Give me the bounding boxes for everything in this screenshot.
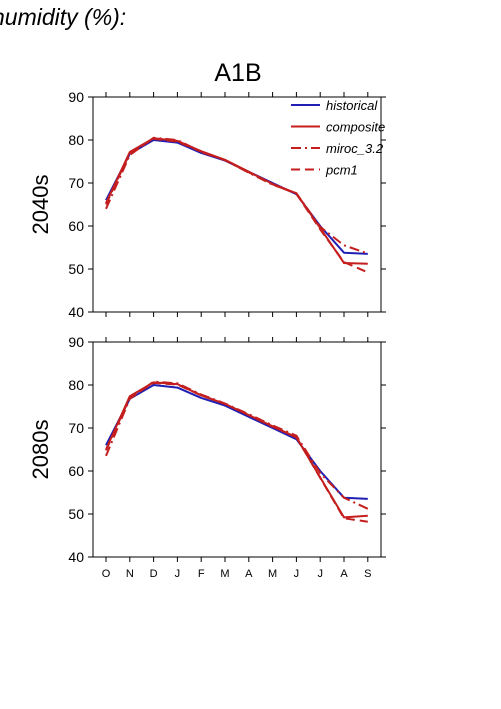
y-tick-label: 60: [68, 218, 84, 234]
y-tick-label: 50: [68, 261, 84, 277]
y-tick-label: 80: [68, 132, 84, 148]
figure-title: humidity (%):: [0, 4, 127, 30]
y-tick-label: 60: [68, 463, 84, 479]
x-tick-label: O: [102, 568, 111, 580]
x-tick-label: D: [150, 568, 158, 580]
series-line-composite: [105, 137, 368, 265]
series-line-pcm1: [105, 137, 369, 274]
series-line-composite: [105, 381, 368, 519]
legend: historical composite miroc_3.2 pcm1: [291, 98, 385, 178]
plot-frame: [92, 96, 382, 313]
x-tick-label: M: [220, 568, 229, 580]
series-line-historical: [105, 384, 368, 500]
series-line-historical: [105, 139, 368, 255]
legend-label: miroc_3.2: [326, 141, 384, 156]
plot-frame: [92, 341, 382, 558]
chart-panels: 40 50 60 70 80 90 2040s historical composite miro…: [28, 89, 386, 580]
series-line-miroc-3-2: [105, 136, 369, 255]
scenario-title: A1B: [214, 59, 261, 87]
x-tick-label: M: [268, 568, 277, 580]
panel-label: 2080s: [28, 420, 53, 480]
y-tick-label: 70: [68, 175, 84, 191]
legend-label: composite: [326, 120, 385, 135]
panel-2040s: 40 50 60 70 80 90 2040s historical composite miro…: [28, 89, 386, 320]
y-tick-label: 40: [68, 549, 84, 565]
y-tick-label: 50: [68, 506, 84, 522]
y-tick-label: 90: [68, 334, 84, 350]
x-tick-label: A: [340, 568, 348, 580]
y-tick-label: 40: [68, 304, 84, 320]
x-tick-label: N: [126, 568, 134, 580]
series-line-miroc-3-2: [105, 380, 369, 510]
y-tick-label: 80: [68, 377, 84, 393]
legend-label: pcm1: [325, 163, 358, 178]
x-tick-label: F: [198, 568, 205, 580]
x-tick-label: J: [294, 568, 300, 580]
panel-2080s: 40 50 60 70 80 90 O N D J F M A M J J A S 2080s: [28, 334, 386, 580]
panel-label: 2040s: [28, 175, 53, 235]
legend-label: historical: [326, 98, 378, 113]
x-tick-label: S: [364, 568, 371, 580]
y-tick-label: 90: [68, 89, 84, 105]
x-tick-label: J: [317, 568, 323, 580]
x-tick-label: A: [245, 568, 253, 580]
y-tick-label: 70: [68, 420, 84, 436]
x-tick-label: J: [175, 568, 181, 580]
series-line-pcm1: [105, 381, 368, 523]
